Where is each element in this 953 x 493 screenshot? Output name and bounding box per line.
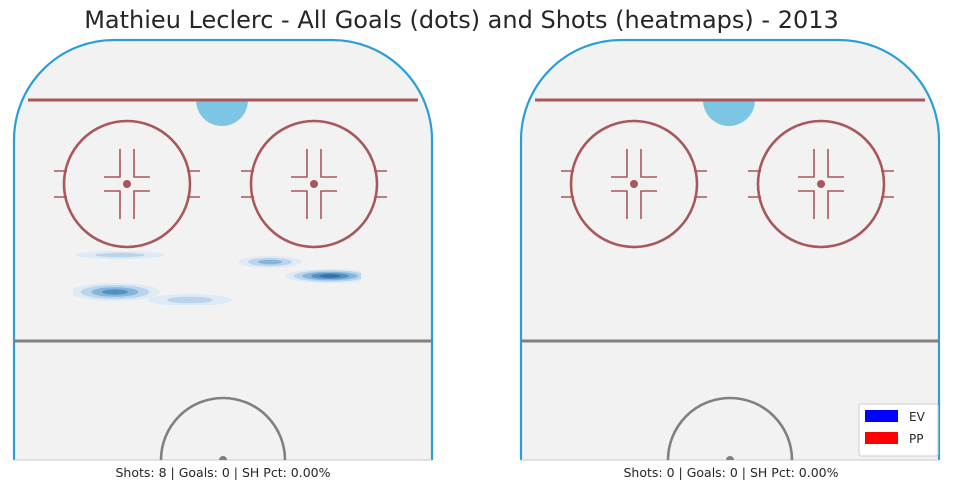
center-circle-right — [666, 396, 794, 461]
faceoff-dot-left-right — [310, 180, 318, 188]
l-markers-left-left — [104, 149, 150, 219]
chart-title: Mathieu Leclerc - All Goals (dots) and S… — [84, 6, 839, 34]
caption-left: Shots: 8 | Goals: 0 | SH Pct: 0.00% — [115, 465, 330, 480]
heat-contour-4-4 — [319, 274, 341, 278]
center-dot-left — [219, 456, 227, 460]
heat-contour-0-1 — [95, 252, 145, 258]
faceoff-dot-right-left — [630, 180, 638, 188]
faceoff-dot-right-right — [817, 180, 825, 188]
faceoff-circle-right-right — [756, 119, 886, 249]
legend-label-pp: PP — [909, 432, 923, 446]
l-markers-left-right — [291, 149, 337, 219]
l-markers-right-left — [611, 149, 657, 219]
center-circle-left — [159, 396, 287, 461]
goal-crease-left — [196, 100, 248, 126]
heat-contour-2-1 — [167, 296, 213, 304]
hash-marks-left-left — [54, 170, 200, 198]
shot-heatmap-left — [73, 251, 361, 305]
rink-panel-right — [519, 38, 941, 461]
faceoff-circle-left-left — [62, 119, 192, 249]
hash-marks-right-left — [561, 170, 707, 198]
faceoff-circle-right-left — [569, 119, 699, 249]
legend: EV PP — [858, 403, 939, 457]
faceoff-circle-left-right — [249, 119, 379, 249]
heat-contour-1-3 — [102, 289, 128, 295]
rink-boards-left — [12, 38, 434, 460]
legend-swatch-ev — [865, 410, 898, 422]
hash-marks-right-right — [748, 170, 894, 198]
rink-boards-right — [519, 38, 941, 460]
rink-panel-left — [12, 38, 434, 461]
faceoff-dot-left-left — [123, 180, 131, 188]
caption-right: Shots: 0 | Goals: 0 | SH Pct: 0.00% — [623, 465, 838, 480]
legend-label-ev: EV — [909, 410, 926, 424]
goal-crease-right — [703, 100, 755, 126]
center-dot-right — [726, 456, 734, 460]
heat-contour-3-2 — [258, 259, 282, 265]
legend-swatch-pp — [865, 432, 898, 444]
l-markers-right-right — [798, 149, 844, 219]
hash-marks-left-right — [241, 170, 387, 198]
